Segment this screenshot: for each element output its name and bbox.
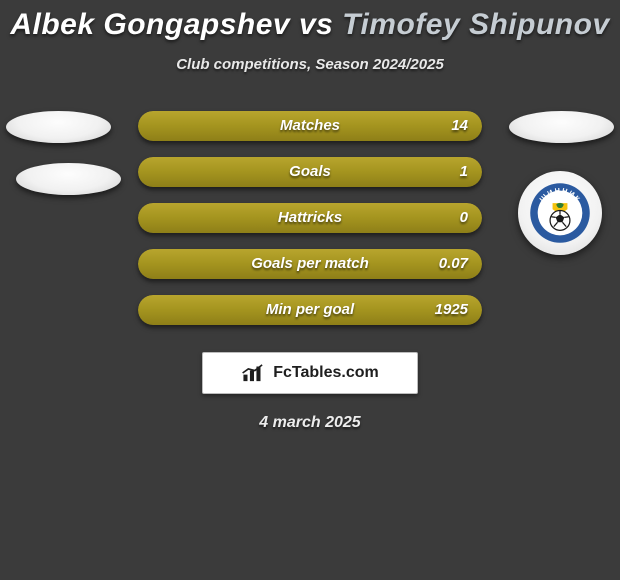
- player1-club-placeholder: [16, 163, 121, 195]
- player2-club-badge: ШИННИК 1957: [518, 171, 602, 255]
- stat-bar-fill-p2: [138, 295, 482, 325]
- stat-bar: Matches14: [138, 111, 482, 141]
- credit-text: FcTables.com: [273, 364, 379, 382]
- stat-bar-fill-p2: [138, 203, 482, 233]
- title-vs: vs: [299, 8, 333, 41]
- title-player1: Albek Gongapshev: [10, 8, 290, 41]
- shinnik-badge-icon: ШИННИК 1957: [529, 182, 591, 244]
- stat-bars: Matches14 Goals1 Hattricks0 Goals per match…: [138, 111, 482, 341]
- stat-bar-fill-p2: [138, 249, 482, 279]
- stat-bar: Hattricks0: [138, 203, 482, 233]
- credit-box: FcTables.com: [202, 352, 418, 394]
- player2-avatar-placeholder: [509, 111, 614, 143]
- bar-chart-icon: [241, 363, 267, 383]
- stat-bar-fill-p2: [138, 157, 482, 187]
- page-title: Albek Gongapshev vs Timofey Shipunov: [0, 0, 620, 42]
- stat-bar: Goals1: [138, 157, 482, 187]
- subtitle: Club competitions, Season 2024/2025: [0, 56, 620, 73]
- stat-bar: Goals per match0.07: [138, 249, 482, 279]
- date-stamp: 4 march 2025: [0, 414, 620, 432]
- title-player2: Timofey Shipunov: [342, 8, 609, 41]
- player1-avatar-placeholder: [6, 111, 111, 143]
- stat-bar-fill-p2: [138, 111, 482, 141]
- stat-bar: Min per goal1925: [138, 295, 482, 325]
